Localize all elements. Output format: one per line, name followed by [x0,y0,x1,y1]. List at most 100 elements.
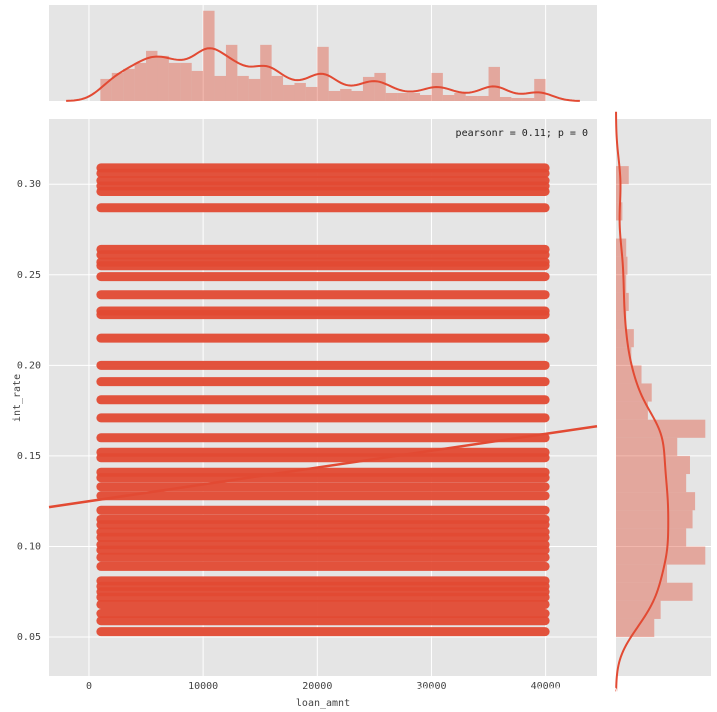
histogram-bar [616,184,622,203]
histogram-bar [203,10,215,101]
marks: 0 10000 20000 30000 40000 0.05 0.10 0.15 0.20 0.2… [17,5,711,692]
x-axis-label: loan_amnt [296,698,350,709]
histogram-bar [616,437,678,456]
y-tick-label: 0.05 [17,632,41,643]
histogram-bar [271,75,284,101]
histogram-bar [522,97,535,101]
point-band [96,168,550,178]
histogram-bar [168,62,181,101]
regression-line [48,425,598,509]
histogram-bar [385,92,398,101]
histogram-bar [123,68,135,101]
histogram-bar [511,97,523,101]
point-band [96,377,550,387]
histogram-bar [616,528,687,547]
density-curve [615,111,670,692]
histogram-bar [362,76,375,101]
point-band [96,532,550,542]
y-axis-label: int_rate [12,374,23,422]
right-panel [616,119,711,676]
point-band [96,491,550,501]
histogram-bar [616,311,627,330]
point-band [96,545,550,555]
point-band [96,333,550,343]
point-band [96,505,550,515]
point-band [96,360,550,370]
point-band [96,186,550,196]
histogram-bar [420,94,432,101]
histogram-bar [340,88,352,101]
histogram-bar [100,78,112,101]
histogram-bar [157,55,169,101]
annotation: pearsonr = 0.11; p = 0 [456,128,588,139]
histogram-bar [397,92,409,101]
histogram-bar [616,510,693,529]
histogram-bar [134,62,147,101]
histogram-bar [534,78,546,101]
histogram-bar [616,401,648,420]
point-band [96,433,550,443]
top-panel [49,5,597,101]
histogram-bar [374,72,386,101]
histogram-bar [616,618,655,638]
y-tick-label: 0.20 [17,360,41,371]
histogram-bar [616,329,634,348]
point-band [96,473,550,483]
histogram-bar [442,94,455,101]
histogram-bar [616,292,629,312]
histogram-bar [616,582,693,601]
histogram-bar [328,90,341,101]
y-tick-label: 0.15 [17,451,41,462]
histogram-bar [260,44,272,101]
histogram-bar [616,383,652,402]
histogram-bar [616,474,687,493]
point-band [96,272,550,282]
x-tick-label: 20000 [302,681,332,692]
histogram-bar [214,75,226,101]
x-tick-label: 30000 [416,681,446,692]
point-band [96,290,550,300]
histogram-bar [294,82,306,101]
histogram-bar [454,92,466,101]
y-tick-label: 0.30 [17,179,41,190]
histogram-bar [191,70,204,101]
x-tick-label: 40000 [531,681,561,692]
point-band [96,250,550,260]
histogram-bar [477,95,489,101]
x-tick-label: 10000 [188,681,218,692]
watermark: https://blog.csdn.net/weixin_43117447 [396,682,708,702]
histogram-bar [616,546,706,565]
histogram-bar [616,274,627,293]
histogram-bar [305,86,318,101]
histogram-bar [248,78,261,101]
histogram-bar [283,84,295,101]
histogram-bar [237,75,249,101]
point-band [96,413,550,423]
histogram-bar [616,419,706,438]
y-tick-label: 0.10 [17,541,41,552]
point-band [96,395,550,405]
histogram-bar [146,50,158,101]
point-band [96,552,550,562]
histogram-bar [499,96,512,101]
x-tick-label: 0 [86,681,92,692]
histogram-bar [616,166,629,185]
histogram-bar [465,95,478,101]
point-band [96,561,550,571]
histogram-bar [616,564,668,583]
density-curve [66,47,580,102]
histogram-bar [408,92,421,101]
histogram-bar [111,72,124,101]
point-band [96,453,550,463]
point-band [96,261,550,271]
y-tick-label: 0.25 [17,270,41,281]
point-band [96,310,550,320]
point-band [96,609,550,619]
histogram-bar [616,455,690,475]
histogram-bar [616,492,696,511]
point-band [96,616,550,626]
histogram-bar [616,347,632,366]
point-band [96,592,550,602]
histogram-bar [616,365,642,384]
